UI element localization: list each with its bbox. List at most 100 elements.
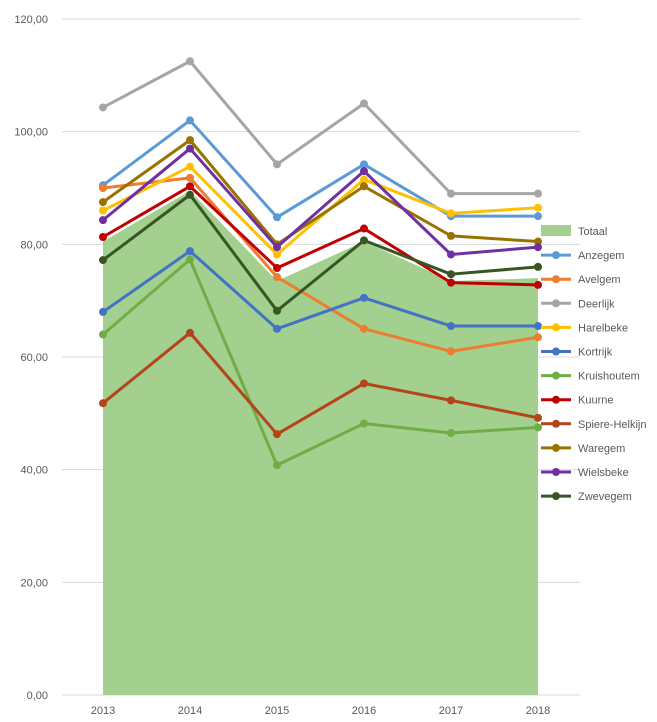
data-point <box>273 263 281 272</box>
data-point <box>360 175 368 184</box>
series-kuurne <box>99 182 542 289</box>
data-point <box>186 255 194 264</box>
y-tick-label: 120,00 <box>14 14 48 26</box>
data-point <box>186 173 194 182</box>
series-line-anzegem <box>102 118 538 219</box>
legend-marker-waregem <box>552 443 560 452</box>
data-point <box>186 57 194 66</box>
data-point <box>360 293 368 302</box>
legend-label: Spiere-Helkijn <box>578 419 646 431</box>
data-point <box>360 167 368 176</box>
data-point <box>447 429 455 438</box>
data-point <box>447 250 455 259</box>
data-point <box>360 324 368 333</box>
legend-label: Harelbeke <box>578 322 628 334</box>
data-point <box>99 216 107 225</box>
legend-label: Avelgem <box>578 274 621 286</box>
data-point <box>99 198 107 207</box>
data-point <box>534 212 542 221</box>
legend-label: Deerlijk <box>578 298 615 310</box>
data-point <box>273 160 281 169</box>
data-point <box>360 419 368 428</box>
y-tick-label: 60,00 <box>20 352 48 364</box>
series-line-kuurne <box>102 184 539 287</box>
data-point <box>186 247 194 256</box>
data-point <box>273 324 281 333</box>
legend-marker-zwevegem <box>552 492 560 501</box>
x-tick-label: 2017 <box>439 705 463 717</box>
data-point <box>186 328 194 337</box>
series-line-avelgem <box>102 176 539 353</box>
data-point <box>447 278 455 287</box>
data-point <box>273 213 281 222</box>
series-line-kruishoutem <box>102 258 539 467</box>
data-point <box>447 270 455 279</box>
series-wielsbeke <box>99 144 542 259</box>
legend-label: Totaal <box>578 226 607 238</box>
x-tick-label: 2013 <box>91 705 115 717</box>
series-line-zwevegem <box>102 193 539 313</box>
legend-swatch-totaal <box>541 225 571 236</box>
data-point <box>534 189 542 198</box>
series-line-deerlijk <box>102 59 538 196</box>
legend-label: Kortrijk <box>578 347 613 359</box>
data-point <box>534 423 542 432</box>
legend-marker-wielsbeke <box>552 468 560 476</box>
series-spiere-helkijn <box>99 328 542 439</box>
data-point <box>99 399 107 408</box>
x-tick-label: 2014 <box>178 705 202 717</box>
data-point <box>447 189 455 198</box>
data-point <box>360 160 368 169</box>
series-line-waregem <box>102 138 539 246</box>
legend-marker-kortrijk <box>552 347 560 356</box>
legend-marker-deerlijk <box>552 299 560 308</box>
data-point <box>186 190 194 199</box>
y-tick-label: 0,00 <box>27 690 48 702</box>
data-point <box>534 280 542 289</box>
series-line-kortrijk <box>102 249 538 331</box>
legend-label: Zwevegem <box>578 491 632 503</box>
x-tick-label: 2016 <box>352 705 376 717</box>
data-point <box>534 333 542 342</box>
x-tick-label: 2015 <box>265 705 289 717</box>
y-tick-label: 100,00 <box>14 127 48 139</box>
legend: Totaal Anzegem Avelgem Deerlijk Harelbeke Kor… <box>541 225 646 503</box>
data-point <box>186 144 194 153</box>
data-point <box>447 396 455 405</box>
data-point <box>447 322 455 331</box>
x-tick-label: 2018 <box>526 705 550 717</box>
data-point <box>360 379 368 388</box>
legend-label: Kuurne <box>578 395 613 407</box>
data-point <box>99 233 107 242</box>
data-point <box>273 306 281 315</box>
legend-label: Kruishoutem <box>578 371 640 383</box>
data-point <box>447 231 455 240</box>
y-tick-label: 20,00 <box>20 577 48 589</box>
series-line-spiere-helkijn <box>102 331 539 436</box>
data-point <box>273 250 281 259</box>
data-point <box>534 322 542 331</box>
data-point <box>534 413 542 422</box>
series-deerlijk <box>99 57 542 198</box>
y-tick-label: 40,00 <box>20 465 48 477</box>
data-point <box>99 184 107 192</box>
data-point <box>447 347 455 356</box>
data-point <box>534 203 542 212</box>
data-point <box>360 182 368 191</box>
legend-marker-kuurne <box>552 395 560 404</box>
data-point <box>273 461 281 470</box>
data-point <box>99 256 107 265</box>
series-avelgem <box>99 173 542 356</box>
data-point <box>186 182 194 191</box>
legend-marker-anzegem <box>552 251 560 260</box>
data-point <box>534 237 542 246</box>
data-point <box>99 330 107 339</box>
series-line-wielsbeke <box>102 147 539 256</box>
data-point <box>534 262 542 271</box>
data-point <box>186 116 194 125</box>
data-point <box>360 236 368 245</box>
y-tick-label: 80,00 <box>20 239 48 251</box>
legend-label: Wielsbeke <box>578 467 629 479</box>
